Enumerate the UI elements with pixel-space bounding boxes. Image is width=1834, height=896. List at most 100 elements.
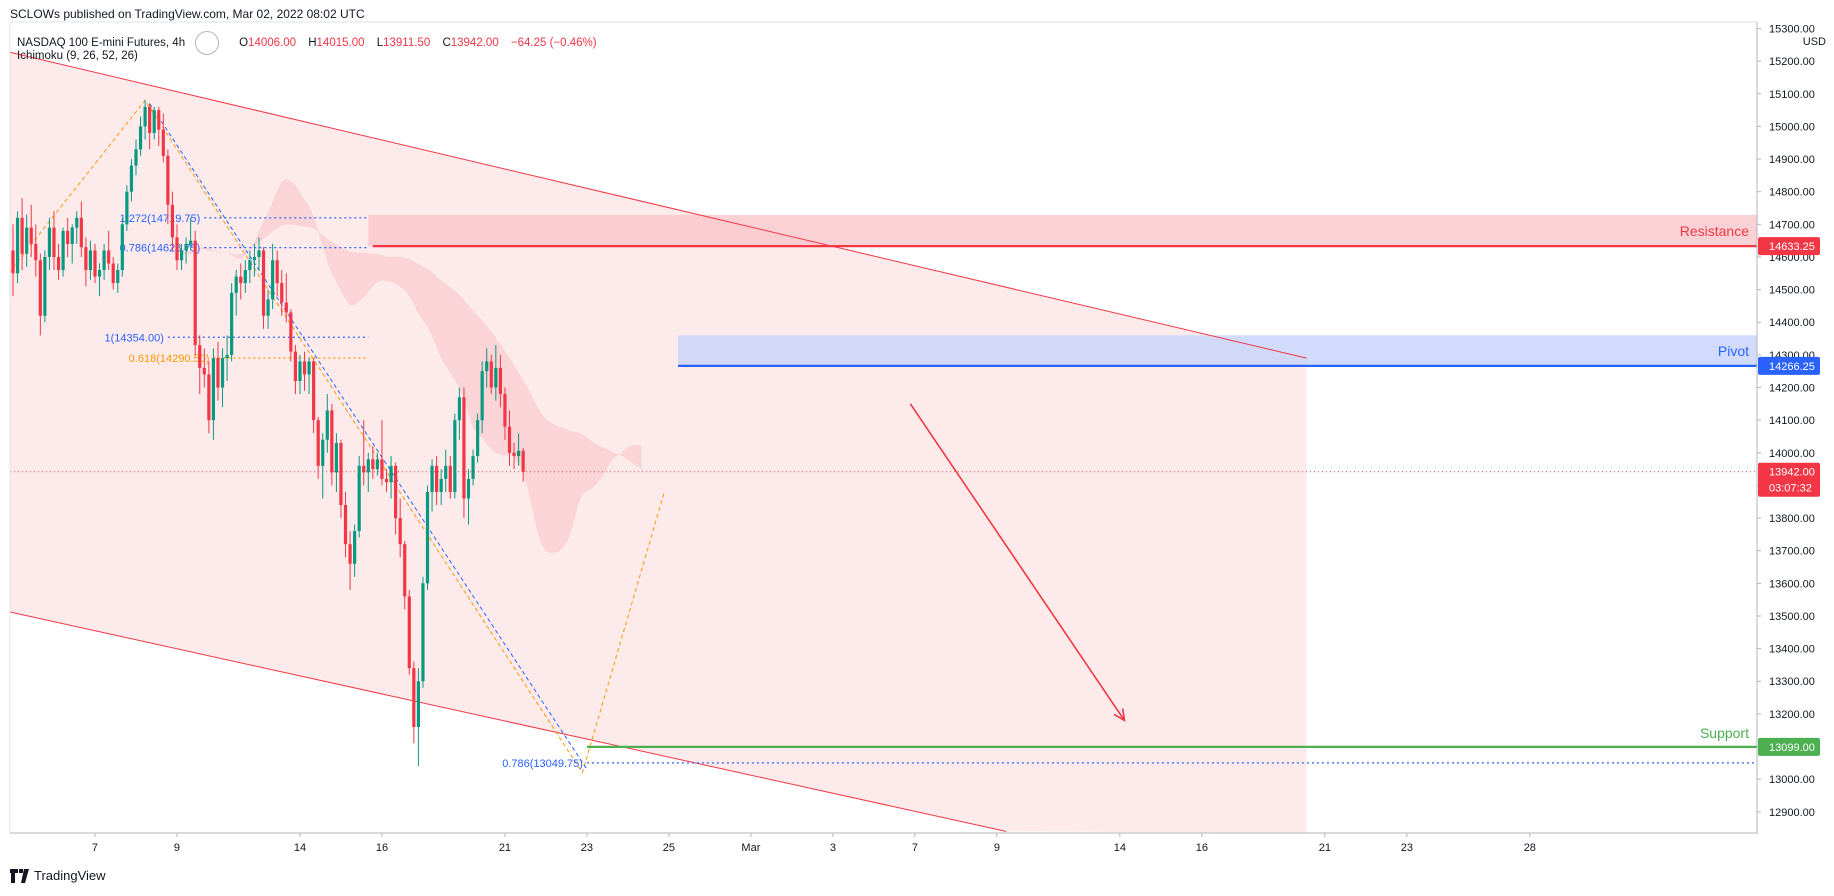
y-tick-label: 15300.00 bbox=[1769, 24, 1815, 36]
candle-body bbox=[517, 450, 521, 457]
candle-body bbox=[366, 459, 370, 473]
channel-upper-line bbox=[10, 51, 1307, 359]
candle-body bbox=[20, 217, 24, 254]
candle-body bbox=[34, 243, 38, 261]
candle bbox=[494, 345, 498, 401]
candle-body bbox=[25, 227, 29, 254]
candle bbox=[220, 348, 225, 408]
candle-body bbox=[166, 155, 170, 205]
candle-body bbox=[102, 250, 106, 271]
level-label-pivot: Pivot bbox=[1718, 343, 1749, 359]
x-tick-label: 3 bbox=[830, 842, 836, 854]
candle bbox=[498, 354, 502, 408]
candle-body bbox=[216, 358, 220, 388]
candle bbox=[439, 469, 443, 506]
x-tick-label: 14 bbox=[1114, 842, 1126, 854]
candle-body bbox=[407, 596, 411, 669]
candle-body bbox=[271, 260, 275, 300]
y-tick-label: 13400.00 bbox=[1769, 644, 1815, 656]
candle-body bbox=[316, 420, 320, 466]
candle bbox=[471, 449, 475, 486]
candle-body bbox=[107, 250, 111, 264]
channel-fill bbox=[10, 52, 1307, 833]
candle-body bbox=[512, 452, 516, 457]
candle bbox=[243, 260, 247, 293]
y-tick-label: 15200.00 bbox=[1769, 56, 1815, 68]
candle bbox=[289, 309, 293, 362]
candle-body bbox=[321, 439, 325, 466]
candle-body bbox=[375, 459, 379, 470]
candle-body bbox=[184, 243, 188, 251]
candle bbox=[84, 237, 88, 287]
candle-body bbox=[129, 165, 134, 192]
candle bbox=[416, 668, 420, 767]
candle-body bbox=[476, 420, 480, 457]
candle-body bbox=[157, 110, 161, 130]
candle bbox=[211, 348, 216, 440]
candle-body bbox=[498, 367, 502, 395]
candle bbox=[66, 217, 70, 257]
badge-support: 13099.00 bbox=[1758, 737, 1820, 756]
candle bbox=[207, 361, 211, 434]
candle-body bbox=[489, 361, 493, 388]
candle bbox=[111, 256, 115, 290]
candle bbox=[47, 217, 52, 271]
candle bbox=[453, 413, 457, 499]
candle-body bbox=[252, 256, 257, 261]
candle bbox=[138, 116, 143, 156]
x-tick-label: 7 bbox=[92, 842, 98, 854]
candle-body bbox=[371, 459, 375, 470]
candle-body bbox=[43, 256, 47, 316]
y-tick-label: 14900.00 bbox=[1769, 154, 1815, 166]
candle bbox=[43, 250, 47, 323]
candle bbox=[102, 243, 106, 280]
candle bbox=[234, 270, 238, 316]
candle bbox=[129, 159, 134, 202]
badge-support-value: 13099.00 bbox=[1769, 742, 1815, 754]
candle bbox=[157, 106, 161, 147]
candle bbox=[25, 214, 29, 267]
candle bbox=[116, 263, 120, 293]
high-value: 14015.00 bbox=[316, 36, 365, 49]
candle-body bbox=[293, 351, 298, 381]
candle bbox=[302, 351, 307, 391]
candle bbox=[466, 469, 471, 525]
candle bbox=[357, 456, 361, 538]
candle-body bbox=[29, 227, 33, 244]
candle bbox=[143, 100, 147, 140]
candle bbox=[239, 263, 243, 300]
candle bbox=[15, 211, 20, 284]
y-tick-label: 13700.00 bbox=[1769, 546, 1815, 558]
candle bbox=[257, 237, 261, 271]
candle-body bbox=[15, 217, 20, 274]
candle bbox=[521, 447, 525, 482]
candle bbox=[407, 589, 411, 675]
badge-last-price-bg bbox=[1758, 462, 1820, 497]
x-tick-label: 25 bbox=[663, 842, 675, 854]
fib-label-1: 0.786(14628.75) bbox=[120, 243, 201, 255]
indicator-label[interactable]: Ichimoku (9, 26, 52, 26) bbox=[17, 49, 138, 62]
candle-body bbox=[298, 361, 302, 381]
footer-brand: TradingView bbox=[34, 868, 106, 883]
symbol-title[interactable]: NASDAQ 100 E-mini Futures, 4h bbox=[17, 36, 186, 49]
candle-body bbox=[243, 270, 247, 284]
candle-body bbox=[507, 426, 512, 453]
currency-text: USD bbox=[1803, 36, 1826, 48]
candle bbox=[444, 449, 448, 492]
candle-body bbox=[462, 397, 466, 499]
tradingview-footer[interactable]: TradingView bbox=[10, 868, 106, 883]
level-label-resistance: Resistance bbox=[1680, 223, 1749, 239]
plot-area: 1.272(14719.75) 0.786(14628.75) 1(14354.00… bbox=[10, 51, 1757, 833]
x-tick-label: Mar bbox=[741, 842, 760, 854]
candle-body bbox=[425, 491, 430, 584]
candle bbox=[312, 358, 316, 434]
candle-body bbox=[97, 270, 102, 277]
y-tick-label: 14500.00 bbox=[1769, 285, 1815, 297]
candle bbox=[384, 469, 389, 492]
candle-body bbox=[448, 465, 452, 492]
candle-body bbox=[362, 465, 366, 473]
candle-body bbox=[312, 361, 316, 421]
candle-body bbox=[93, 250, 97, 277]
zone-resistance bbox=[368, 214, 1757, 247]
